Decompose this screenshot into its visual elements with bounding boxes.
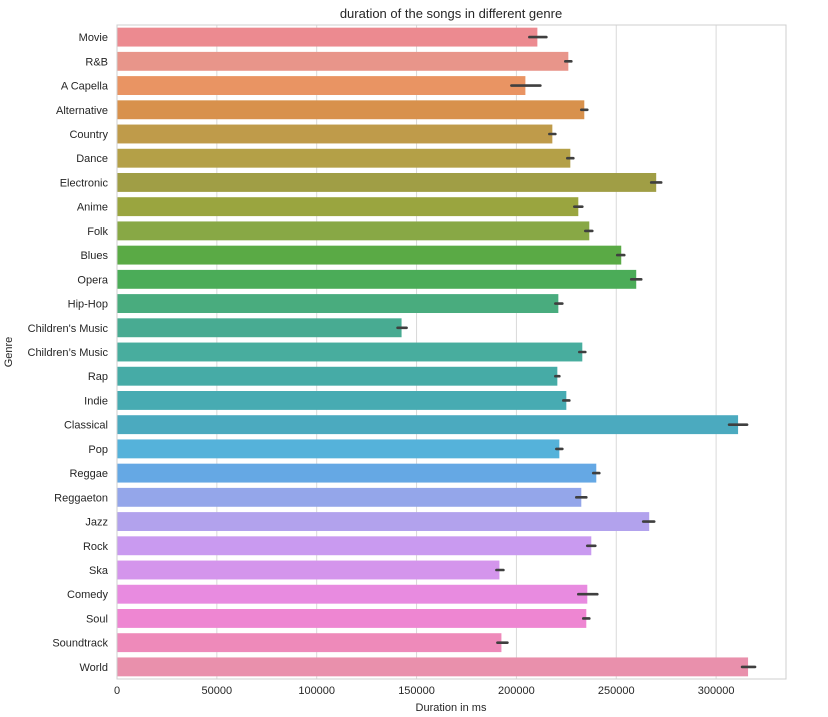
x-tick-label: 250000	[598, 685, 635, 697]
y-axis-label: Genre	[3, 337, 15, 368]
y-tick-label: Indie	[84, 395, 108, 407]
bar	[117, 415, 739, 435]
y-tick-label: Anime	[77, 202, 108, 214]
x-tick-label: 100000	[298, 685, 335, 697]
y-tick-label: Alternative	[56, 105, 108, 117]
bar	[117, 245, 622, 265]
y-tick-label: Rock	[83, 541, 109, 553]
bar	[117, 27, 538, 47]
chart-title: duration of the songs in different genre	[340, 6, 562, 21]
bar	[117, 294, 559, 314]
y-tick-label: World	[79, 662, 108, 674]
y-tick-label: Dance	[76, 153, 108, 165]
y-tick-label: Reggae	[69, 468, 108, 480]
bar	[117, 124, 553, 144]
x-tick-labels: 0 50000 100000 150000 200000 250000 300000	[114, 685, 735, 697]
y-tick-labels: Movie R&B A Capella Alternative Country Dance…	[28, 32, 109, 674]
y-tick-label: Jazz	[85, 517, 108, 529]
bar	[117, 197, 579, 217]
x-tick-label: 150000	[398, 685, 435, 697]
bar	[117, 269, 637, 289]
y-tick-label: Soundtrack	[52, 638, 108, 650]
bar	[117, 390, 567, 410]
y-tick-label: Reggaeton	[54, 492, 108, 504]
x-tick-label: 0	[114, 685, 120, 697]
y-tick-label: Children's Music	[28, 323, 109, 335]
y-tick-label: Classical	[64, 420, 108, 432]
y-tick-label: A Capella	[61, 81, 109, 93]
plot-frame	[116, 24, 787, 680]
bar	[117, 584, 588, 604]
y-tick-label: Pop	[88, 444, 108, 456]
bar	[117, 463, 597, 483]
bar	[117, 148, 571, 168]
y-tick-label: Blues	[80, 250, 108, 262]
y-tick-label: Movie	[79, 32, 108, 44]
y-tick-label: Opera	[77, 274, 108, 286]
y-tick-label: Soul	[86, 613, 108, 625]
bar	[117, 100, 585, 120]
bar	[117, 221, 590, 241]
y-tick-label: Hip-Hop	[68, 299, 108, 311]
x-tick-label: 200000	[498, 685, 535, 697]
x-axis-label: Duration in ms	[416, 702, 487, 714]
bar	[117, 512, 650, 532]
y-tick-label: Folk	[87, 226, 108, 238]
x-tick-label: 50000	[202, 685, 233, 697]
bar	[117, 366, 558, 386]
y-tick-label: Country	[69, 129, 108, 141]
bar	[117, 51, 569, 71]
bar	[117, 439, 560, 459]
bar	[117, 536, 592, 556]
bar	[117, 633, 502, 653]
bar	[117, 76, 526, 96]
error-bars	[396, 35, 757, 669]
bar	[117, 560, 500, 580]
bar	[117, 172, 657, 192]
bars	[117, 27, 749, 677]
y-tick-label: Ska	[89, 565, 109, 577]
bar	[117, 342, 583, 362]
bar	[117, 318, 402, 338]
y-tick-label: Rap	[88, 371, 108, 383]
x-tick-label: 300000	[698, 685, 735, 697]
y-tick-label: Electronic	[60, 177, 109, 189]
bar	[117, 487, 582, 507]
bar	[117, 608, 587, 628]
y-tick-label: R&B	[85, 56, 108, 68]
y-tick-label: Comedy	[67, 589, 108, 601]
bar	[117, 657, 749, 677]
y-tick-label: Children’s Music	[28, 347, 109, 359]
